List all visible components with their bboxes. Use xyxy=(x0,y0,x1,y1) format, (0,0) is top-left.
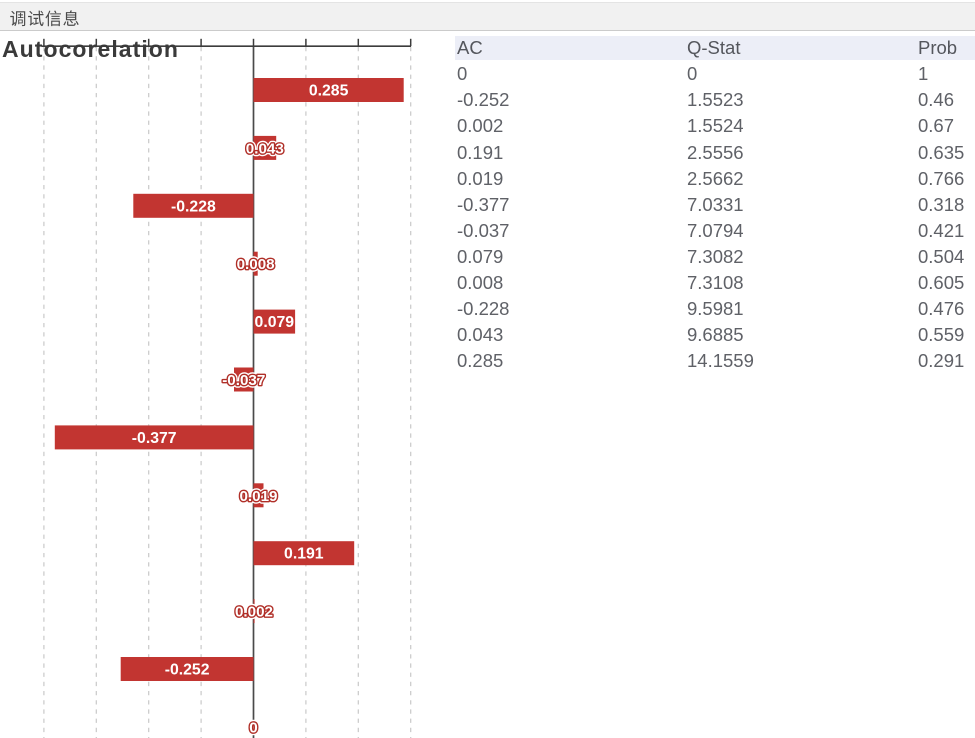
svg-text:0.019: 0.019 xyxy=(239,488,277,505)
svg-text:0.079: 0.079 xyxy=(255,314,295,331)
svg-text:0.043: 0.043 xyxy=(246,140,284,157)
svg-text:0.008: 0.008 xyxy=(237,256,275,273)
svg-text:Autocorelation: Autocorelation xyxy=(2,36,179,62)
svg-text:0.043: 0.043 xyxy=(246,140,284,157)
svg-text:0.008: 0.008 xyxy=(237,256,275,273)
svg-text:0.002: 0.002 xyxy=(235,604,273,621)
svg-text:0.002: 0.002 xyxy=(235,604,273,621)
svg-text:-0.252: -0.252 xyxy=(165,662,210,679)
svg-text:0: 0 xyxy=(249,719,257,736)
svg-text:0.019: 0.019 xyxy=(239,488,277,505)
svg-text:-0.228: -0.228 xyxy=(171,198,216,215)
svg-text:-0.377: -0.377 xyxy=(132,430,177,447)
svg-text:-0.037: -0.037 xyxy=(222,372,265,389)
svg-text:0: 0 xyxy=(249,719,257,736)
svg-text:0.191: 0.191 xyxy=(284,546,324,563)
svg-text:-0.037: -0.037 xyxy=(222,372,265,389)
svg-text:0.285: 0.285 xyxy=(309,83,349,100)
